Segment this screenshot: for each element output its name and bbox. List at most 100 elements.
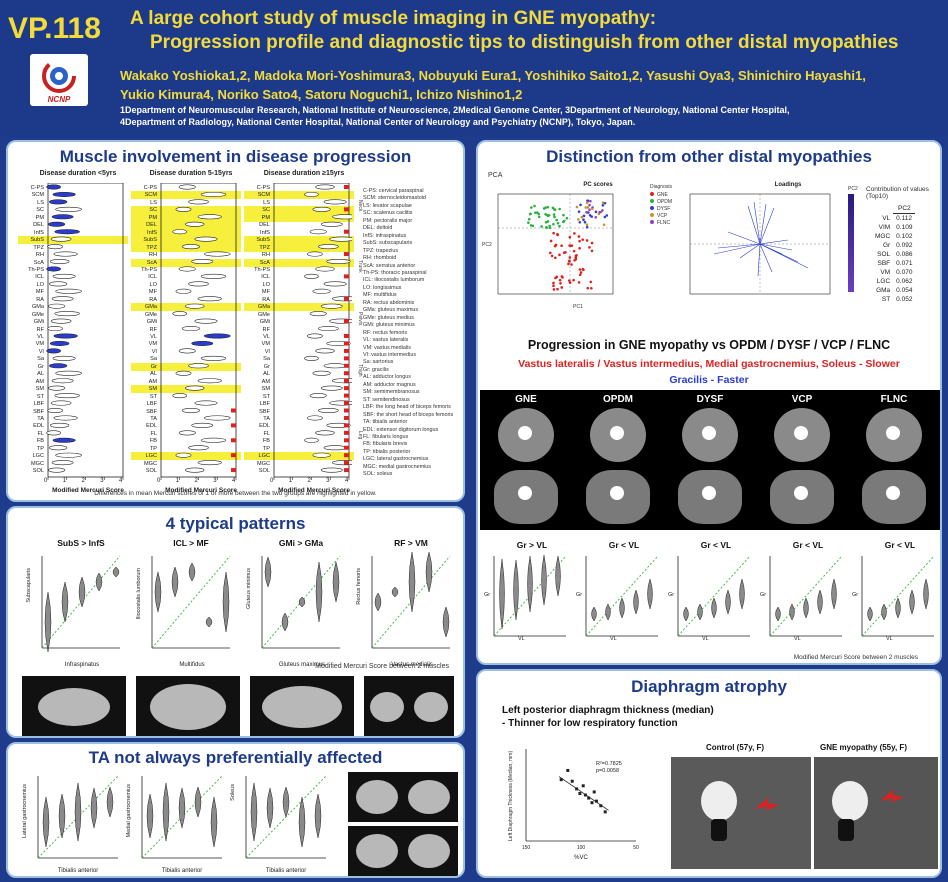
mri-leg-image xyxy=(586,470,650,524)
violin-shape xyxy=(711,597,717,619)
region-label: Neck xyxy=(357,199,363,212)
loading-vector xyxy=(717,243,761,249)
identity-line xyxy=(677,555,751,637)
red-mark xyxy=(344,415,349,420)
violin-mark xyxy=(331,296,352,302)
score-point-dysf xyxy=(603,201,607,205)
muscle-label: GMi xyxy=(259,319,270,326)
red-mark xyxy=(344,445,349,450)
violin-mark xyxy=(318,408,339,414)
muscle-label: SC xyxy=(149,207,157,214)
ta-y-label: Lateral gastrocnemius xyxy=(22,784,28,839)
violin-shape xyxy=(541,554,547,606)
loading-vector xyxy=(759,203,767,245)
score-point-opdm xyxy=(558,224,561,228)
violin-shape xyxy=(210,796,218,848)
muscle-label: LS xyxy=(150,199,157,206)
score-point-gne xyxy=(560,244,563,248)
score-point-gne xyxy=(552,281,555,285)
violin-mark xyxy=(48,467,66,473)
affil-line2: 4Department of Radiology, National Cente… xyxy=(120,117,636,127)
column-title: Disease duration 5-15yrs xyxy=(149,170,233,177)
table-row: MGC 0.102 xyxy=(872,232,915,241)
violin-shape xyxy=(633,589,639,615)
muscle-label: PM xyxy=(35,214,44,221)
violin-mark xyxy=(318,326,339,332)
legend-entry: ICL: iliocostalis lumborum xyxy=(363,277,425,284)
muscle-label: SCM xyxy=(144,192,157,199)
violin-shape xyxy=(527,555,533,613)
diagnosis-legend-item: GNE xyxy=(650,192,690,199)
violin-mark xyxy=(320,221,343,227)
violin-mark xyxy=(309,393,327,399)
violin-mark xyxy=(175,288,192,294)
violin-shape xyxy=(425,552,433,593)
ct-control-diaphragm xyxy=(671,757,811,869)
muscle-label: SC xyxy=(36,207,44,214)
violin-mark xyxy=(54,393,80,399)
comparison-x-label: VL xyxy=(886,636,893,642)
region-label: Trunk xyxy=(357,259,363,273)
muscle-label: RF xyxy=(149,326,157,333)
violin-mark xyxy=(188,199,209,205)
poster-title-line2: Progression profile and diagnostic tips … xyxy=(150,32,899,53)
score-point-vcp xyxy=(585,201,589,205)
table-row: VIM 0.109 xyxy=(872,223,915,232)
score-point-gne xyxy=(578,268,582,271)
muscle-label: RF xyxy=(36,326,44,333)
violin-shape xyxy=(739,578,745,610)
highlight-band xyxy=(244,206,354,215)
score-point-opdm xyxy=(552,213,556,216)
table-cell-muscle: SBF xyxy=(877,260,891,267)
violin-mark xyxy=(200,437,227,443)
legend-entry: FB: fibularis brevis xyxy=(363,441,408,448)
legend-entry: VL: vastus lateralis xyxy=(363,337,409,344)
score-point-opdm xyxy=(553,215,556,219)
violin-shape xyxy=(58,793,66,839)
tick-label: 2 xyxy=(81,478,85,484)
violin-shape xyxy=(314,793,322,839)
muscle-label: Gr xyxy=(37,363,44,370)
score-point-gne xyxy=(567,259,571,263)
loading-vector xyxy=(757,243,761,277)
tick-label: 2 xyxy=(194,478,198,484)
tick-label: 0 xyxy=(270,478,274,484)
table-cell-muscle: LGC xyxy=(876,278,891,285)
comparison-x-label: VL xyxy=(610,636,617,642)
muscle-label: SubS xyxy=(143,237,157,244)
red-mark xyxy=(344,408,349,413)
violin-mark xyxy=(304,355,319,361)
muscle-label: DEL xyxy=(146,222,157,229)
legend-entry: MGC: medial gastrocnemius xyxy=(363,463,432,470)
muscle-label: ST xyxy=(36,393,44,400)
violin-mark xyxy=(203,415,231,421)
muscle-label: VM xyxy=(261,341,270,348)
mri-bone xyxy=(610,426,624,440)
highlight-band xyxy=(244,258,354,267)
score-point-gne xyxy=(572,278,575,282)
identity-line xyxy=(769,555,843,637)
column-title: Disease duration ≥15yrs xyxy=(263,170,345,177)
red-mark xyxy=(344,348,349,353)
muscle-label: TA xyxy=(263,415,270,422)
legend-entry: LS: levator scapulae xyxy=(363,202,412,209)
violin-mark xyxy=(47,244,64,250)
muscle-label: ScA xyxy=(146,259,157,266)
tick-label: 0 xyxy=(44,478,48,484)
score-point-gne xyxy=(578,246,581,250)
score-point-vcp xyxy=(580,215,584,219)
score-point-dysf xyxy=(601,204,605,207)
pattern-violin-chart xyxy=(371,552,451,649)
muscle-label: LS xyxy=(37,199,44,206)
mri-group-label: OPDM xyxy=(603,394,633,405)
muscle-label: SCM xyxy=(257,192,270,199)
violin-forest-plot xyxy=(273,183,352,480)
ct-gne-diaphragm xyxy=(814,757,938,869)
comparison-title: Gr < VL xyxy=(608,540,640,550)
pattern-y-label: Rectus femoris xyxy=(356,568,362,605)
muscle-label: FL xyxy=(150,430,157,437)
contrib-title: Contribution of values (Top10) xyxy=(866,186,929,200)
violin-mark xyxy=(320,467,343,473)
muscle-label: LBF xyxy=(33,401,44,408)
muscle-label: VL xyxy=(37,334,44,340)
